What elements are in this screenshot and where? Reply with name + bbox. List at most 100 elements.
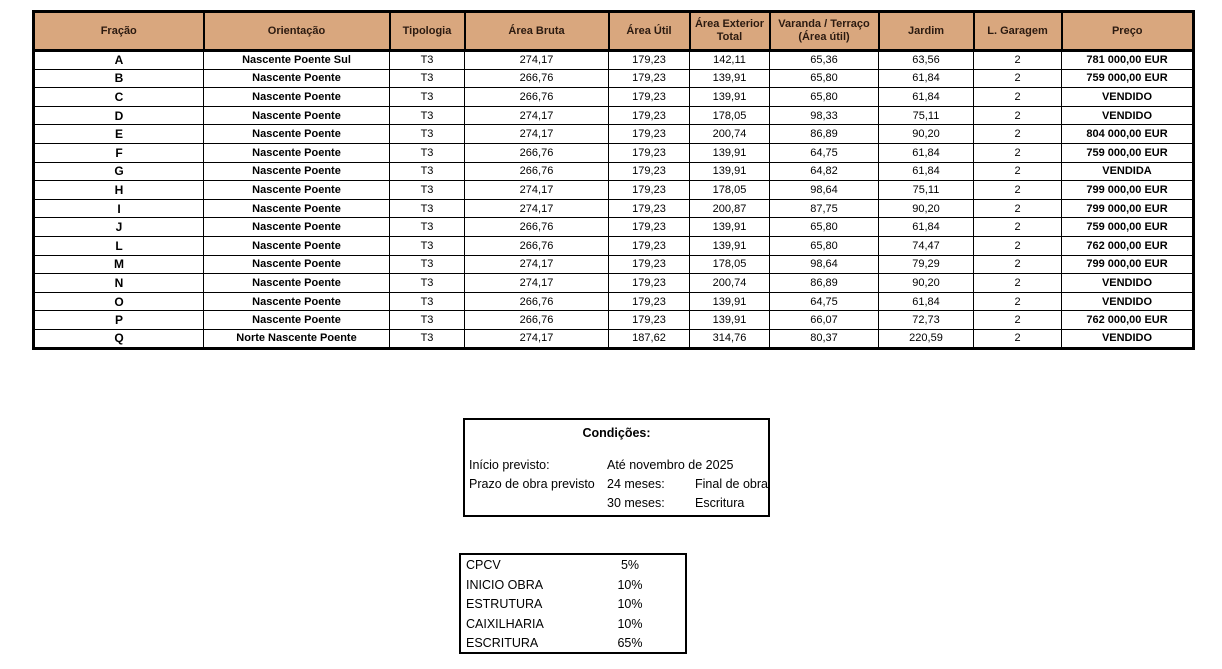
- table-cell: T3: [389, 291, 465, 312]
- payment-label: ESCRITURA: [466, 636, 539, 650]
- conditions-label: Início previsto:: [469, 458, 550, 472]
- table-cell: 274,17: [464, 273, 609, 293]
- table-cell: T3: [389, 124, 465, 144]
- table-cell: 804 000,00 EUR: [1061, 124, 1194, 144]
- table-cell: 266,76: [464, 217, 609, 237]
- table-cell: 98,64: [769, 254, 879, 275]
- table-cell: T3: [389, 217, 465, 237]
- table-cell: 266,76: [464, 291, 609, 312]
- payment-value: 10%: [617, 577, 643, 592]
- table-cell: 2: [973, 328, 1062, 349]
- table-row: L Nascente Poente T3 266,76 179,23 139,91 65,8…: [33, 235, 1194, 256]
- table-cell: 179,23: [608, 254, 690, 275]
- column-header: Tipologia: [388, 10, 466, 52]
- table-cell: G: [33, 161, 204, 182]
- table-cell: 74,47: [878, 235, 974, 256]
- table-cell: VENDIDO: [1061, 87, 1194, 107]
- table-cell: A: [33, 50, 204, 70]
- payment-value: 65%: [617, 636, 643, 650]
- table-cell: 61,84: [878, 291, 974, 312]
- table-cell: 139,91: [689, 68, 770, 89]
- table-cell: 64,82: [769, 161, 879, 182]
- table-cell: 2: [973, 217, 1062, 237]
- table-cell: 2: [973, 87, 1062, 107]
- payment-label: CAIXILHARIA: [466, 616, 544, 631]
- conditions-label: [469, 494, 607, 513]
- table-row: Q Norte Nascente Poente T3 274,17 187,62 314,…: [33, 328, 1194, 349]
- conditions-mid: 24 meses:: [607, 477, 665, 491]
- table-row: N Nascente Poente T3 274,17 179,23 200,74 86,8…: [33, 273, 1194, 293]
- payment-value: 10%: [617, 616, 643, 631]
- payment-row: CPCV 5%: [461, 556, 685, 576]
- table-cell: Nascente Poente: [203, 254, 390, 275]
- table-cell: Nascente Poente: [203, 198, 390, 219]
- table-cell: Nascente Poente: [203, 310, 390, 330]
- table-cell: 65,80: [769, 235, 879, 256]
- table-cell: Q: [33, 328, 204, 349]
- table-cell: 61,84: [878, 68, 974, 89]
- table-row: A Nascente Poente Sul T3 274,17 179,23 142,11…: [33, 50, 1194, 70]
- table-cell: 2: [973, 254, 1062, 275]
- table-cell: Nascente Poente: [203, 273, 390, 293]
- table-cell: 2: [973, 161, 1062, 182]
- table-cell: 98,33: [769, 105, 879, 126]
- table-cell: Nascente Poente: [203, 142, 390, 163]
- table-cell: Nascente Poente: [203, 235, 390, 256]
- table-row: D Nascente Poente T3 274,17 179,23 178,05 98,3…: [33, 105, 1194, 126]
- table-cell: 64,75: [769, 291, 879, 312]
- table-cell: 139,91: [689, 87, 770, 107]
- table-cell: 61,84: [878, 87, 974, 107]
- conditions-mid: Até novembro de 2025: [607, 458, 734, 472]
- conditions-label: Prazo de obra previsto: [469, 477, 595, 491]
- table-row: C Nascente Poente T3 266,76 179,23 139,91 65,8…: [33, 87, 1194, 107]
- table-cell: 266,76: [464, 68, 609, 89]
- table-cell: 64,75: [769, 142, 879, 163]
- payment-value: 10%: [617, 597, 643, 611]
- table-cell: T3: [389, 235, 465, 256]
- table-cell: VENDIDO: [1061, 328, 1194, 349]
- table-cell: 178,05: [689, 180, 770, 200]
- table-cell: 142,11: [689, 50, 770, 70]
- conditions-row: 30 meses: Escritura: [465, 494, 768, 513]
- table-cell: 2: [973, 68, 1062, 89]
- conditions-rows: Início previsto: Até novembro de 2025 Praz…: [465, 456, 768, 513]
- table-cell: 178,05: [689, 254, 770, 275]
- table-cell: 187,62: [608, 328, 690, 349]
- table-cell: 65,80: [769, 87, 879, 107]
- table-cell: Nascente Poente: [203, 180, 390, 200]
- table-cell: 179,23: [608, 87, 690, 107]
- table-cell: 274,17: [464, 180, 609, 200]
- table-cell: L: [33, 235, 204, 256]
- table-cell: 63,56: [878, 50, 974, 70]
- table-cell: 2: [973, 124, 1062, 144]
- table-cell: T3: [389, 180, 465, 200]
- table-row: E Nascente Poente T3 274,17 179,23 200,74 86,8…: [33, 124, 1194, 144]
- table-cell: 799 000,00 EUR: [1061, 198, 1194, 219]
- table-cell: Nascente Poente: [203, 105, 390, 126]
- table-cell: 98,64: [769, 180, 879, 200]
- table-cell: Nascente Poente Sul: [203, 50, 390, 70]
- table-cell: 139,91: [689, 161, 770, 182]
- table-cell: 179,23: [608, 50, 690, 70]
- column-header: Jardim: [877, 10, 975, 52]
- column-header: L. Garagem: [972, 10, 1063, 52]
- table-cell: 179,23: [608, 198, 690, 219]
- table-row: O Nascente Poente T3 266,76 179,23 139,91 64,7…: [33, 291, 1194, 312]
- fractions-price-table: Fração Orientação Tipologia Área Bruta Área …: [32, 10, 1195, 350]
- table-cell: VENDIDO: [1061, 291, 1194, 312]
- table-cell: Nascente Poente: [203, 87, 390, 107]
- table-cell: 79,29: [878, 254, 974, 275]
- table-cell: Nascente Poente: [203, 161, 390, 182]
- conditions-row: Prazo de obra previsto 24 meses: Final de …: [465, 475, 768, 494]
- table-cell: 179,23: [608, 105, 690, 126]
- table-row: P Nascente Poente T3 266,76 179,23 139,91 66,0…: [33, 310, 1194, 330]
- table-cell: Norte Nascente Poente: [203, 328, 390, 349]
- table-header-row: Fração Orientação Tipologia Área Bruta Área …: [32, 10, 1195, 52]
- table-cell: T3: [389, 198, 465, 219]
- conditions-title: Condições:: [582, 426, 651, 440]
- table-cell: T3: [389, 142, 465, 163]
- table-cell: 314,76: [689, 328, 770, 349]
- table-cell: P: [33, 310, 204, 330]
- header-row: Fração Orientação Tipologia Área Bruta Área …: [32, 10, 1195, 52]
- payment-row: ESCRITURA 65%: [461, 634, 685, 654]
